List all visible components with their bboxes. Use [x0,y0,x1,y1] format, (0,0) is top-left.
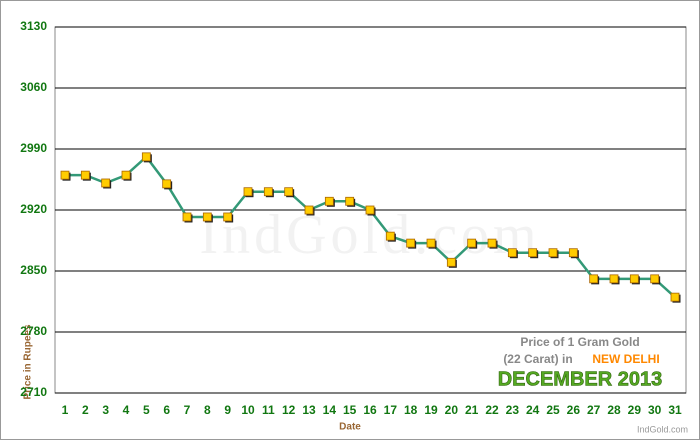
marker [568,248,578,258]
x-tick-label: 14 [323,403,337,417]
marker [629,274,639,284]
x-tick-label: 3 [102,403,109,417]
x-tick-label: 4 [123,403,130,417]
marker [426,238,436,248]
marker [202,212,212,222]
x-tick-label: 7 [184,403,191,417]
marker [650,274,660,284]
marker [60,170,70,180]
marker [446,257,456,267]
marker [487,238,497,248]
x-tick-label: 22 [485,403,499,417]
marker [141,152,151,162]
y-tick-label: 2990 [20,141,47,155]
marker [223,212,233,222]
x-tick-label: 13 [302,403,316,417]
marker [385,231,395,241]
marker [670,292,680,302]
y-tick-label: 2780 [20,324,47,338]
marker [406,238,416,248]
marker [528,248,538,258]
x-tick-label: 12 [282,403,296,417]
marker [609,274,619,284]
x-axis-label: Date [339,422,361,433]
credit: IndGold.com [637,424,688,434]
x-tick-label: 11 [262,403,275,417]
x-tick-label: 1 [62,403,69,417]
x-tick-label: 28 [607,403,621,417]
marker [80,170,90,180]
marker [284,187,294,197]
marker [182,212,192,222]
x-tick-label: 10 [241,403,255,417]
marker [243,187,253,197]
y-axis-label: Price in Rupees [23,324,34,399]
x-tick-label: 27 [587,403,601,417]
y-tick-label: 2850 [20,263,47,277]
x-tick-label: 23 [506,403,520,417]
marker [365,205,375,215]
marker [101,178,111,188]
x-tick-label: 9 [224,403,231,417]
x-tick-label: 24 [526,403,540,417]
marker [121,170,131,180]
marker [467,238,477,248]
marker [589,274,599,284]
marker [507,248,517,258]
y-tick-label: 2920 [20,202,47,216]
marker [324,196,334,206]
annotation: (22 Carat) in [503,352,572,366]
annotation-month: DECEMBER 2013 [498,368,663,390]
marker [162,179,172,189]
marker [304,205,314,215]
x-tick-label: 20 [445,403,459,417]
marker [345,196,355,206]
x-tick-label: 8 [204,403,211,417]
marker [263,187,273,197]
x-tick-label: 25 [546,403,560,417]
x-tick-label: 26 [567,403,581,417]
x-tick-label: 16 [363,403,377,417]
x-tick-label: 31 [668,403,682,417]
x-tick-label: 2 [82,403,89,417]
x-tick-label: 19 [424,403,438,417]
y-tick-label: 3060 [20,80,47,94]
annotation-city: NEW DELHI [592,352,659,366]
y-tick-label: 2710 [20,385,47,399]
x-tick-label: 21 [465,403,479,417]
marker [548,248,558,258]
y-tick-label: 3130 [20,19,47,33]
x-tick-label: 5 [143,403,150,417]
annotation: Price of 1 Gram Gold [520,335,639,349]
x-tick-label: 6 [163,403,170,417]
x-tick-label: 15 [343,403,357,417]
x-tick-label: 17 [384,403,398,417]
x-tick-label: 18 [404,403,418,417]
x-tick-label: 29 [628,403,642,417]
x-tick-label: 30 [648,403,662,417]
